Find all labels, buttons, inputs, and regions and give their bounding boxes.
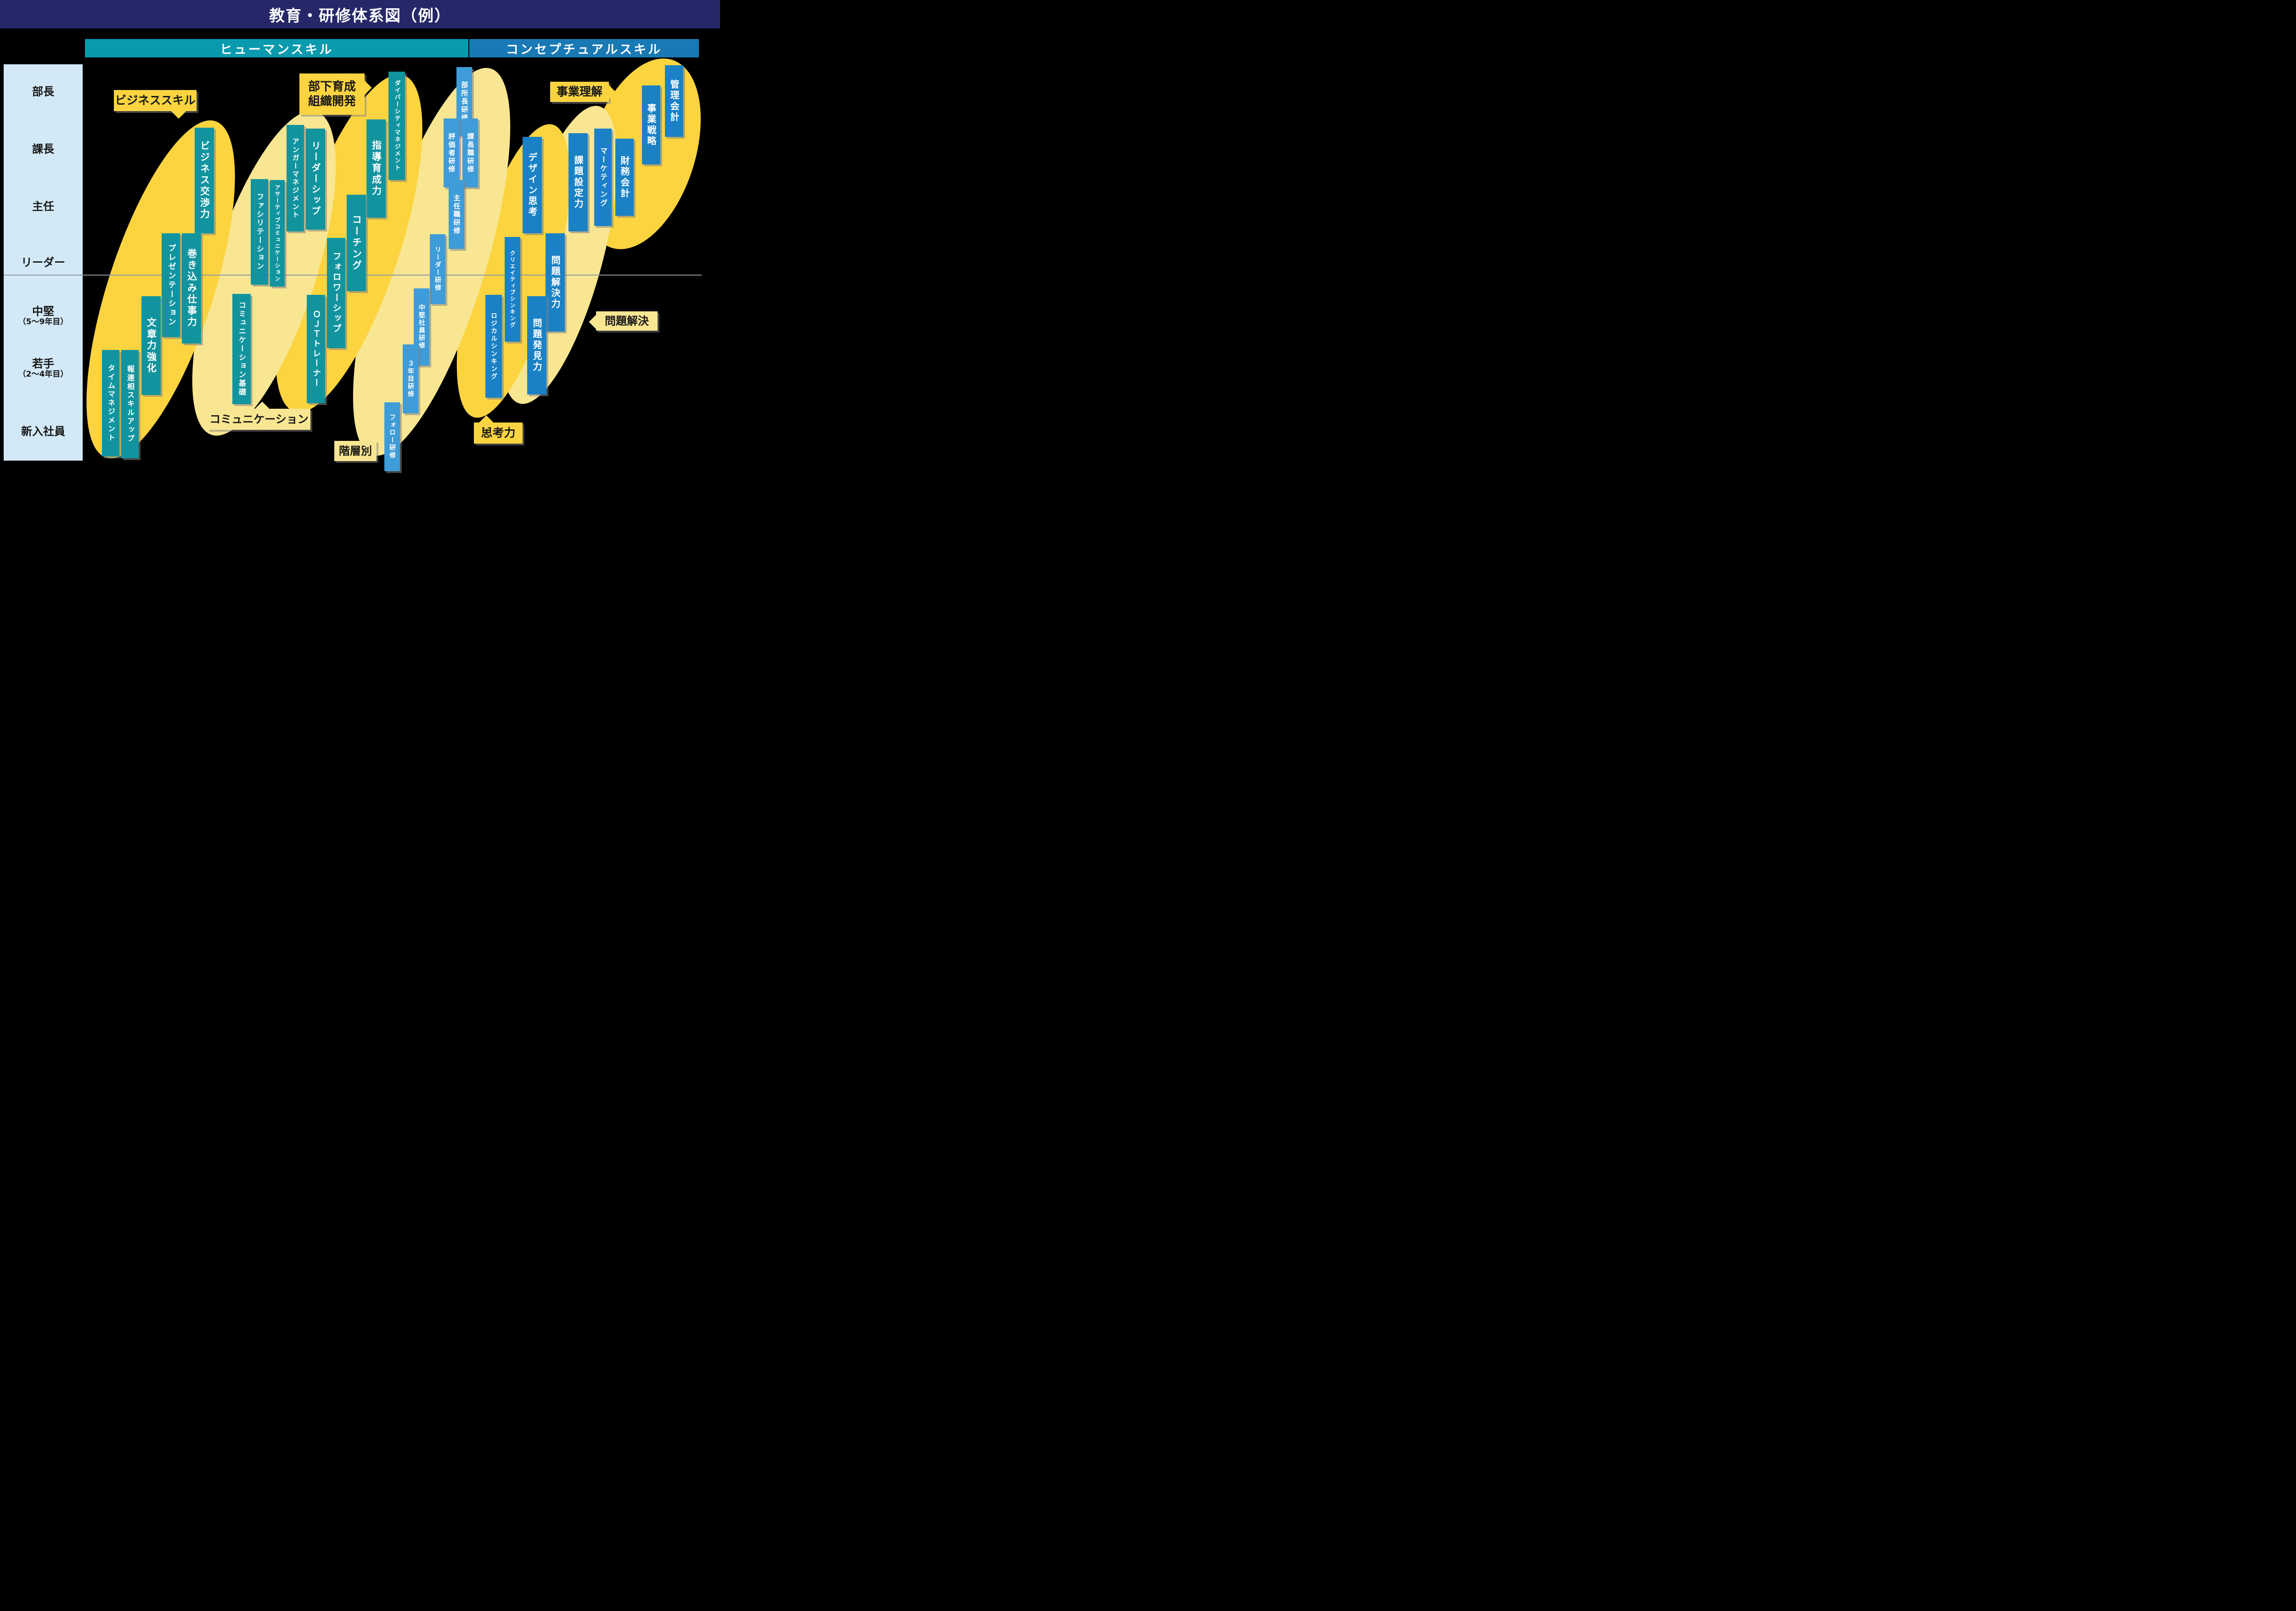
course-box: ＯＪＴトレーナー [307,295,325,403]
title-bar: 教育・研修体系図（例） [0,0,720,28]
course-box: 主任職研修 [449,180,464,249]
thinking-callout: 思考力 [474,415,523,444]
course-box: 財務会計 [615,139,634,216]
sidebar-level: リーダー [21,256,65,269]
course-box: リーダーシップ [306,129,325,230]
sidebar-level: 中堅 （5～9年目） [18,305,68,327]
course-box: ビジネス交渉力 [195,128,214,233]
course-box: 問題発見力 [527,296,546,394]
course-box: 問題解決力 [546,233,565,332]
sidebar-level: 主任 [32,200,54,213]
course-box: 課題設定力 [568,133,588,231]
band-human-skill: ヒューマンスキル [85,39,468,57]
sidebar-level: 課長 [32,142,54,156]
course-box: プレゼンテーション [162,233,180,337]
course-box: フォロワーシップ [327,238,345,348]
course-box: マーケティング [594,129,612,226]
course-box: 報連相スキルアップ [121,350,139,458]
course-box: 文章力強化 [141,296,161,395]
course-box: 管理会計 [665,65,683,137]
course-box: コーチング [347,195,366,291]
chart-area: ビジネス交渉力 巻き込み仕事力 プレゼンテーション 文章力強化 報連相スキルアップ タイム… [0,0,723,474]
course-box: 巻き込み仕事力 [182,233,201,344]
subordinate-development-callout: 部下育成 組織開発 [299,73,372,115]
business-understanding-callout: 事業理解 [550,82,616,102]
course-box: 事業戦略 [642,85,660,164]
band-human-skill-label: ヒューマンスキル [219,42,334,57]
course-box: ファシリテーション [251,179,268,285]
course-box: 中堅社員研修 [414,288,429,366]
communication-callout: コミュニケーション [208,401,310,430]
course-box: 課長職研修 [462,118,478,187]
problem-solving-callout: 問題解決 [589,311,658,331]
sidebar-level: 若手 （2～4年目） [18,357,68,379]
business-skill-callout: ビジネススキル [114,90,197,119]
course-box: フォロー研修 [384,402,400,471]
course-box: リーダー研修 [430,234,445,304]
course-box: タイムマネジメント [102,350,119,456]
course-box: ３年目研修 [403,344,418,413]
course-box: アサーティブコミュニケーション [270,180,285,287]
course-box: ダイバーシティマネジメント [388,72,405,180]
band-conceptual-skill-label: コンセプチュアルスキル [506,42,663,57]
sidebar-level: 新入社員 [21,425,65,438]
course-box: ロジカルシンキング [485,295,502,398]
by-level-callout: 階層別 [334,434,377,461]
page-title: 教育・研修体系図（例） [269,6,451,25]
level-sidebar: 部長課長主任リーダー中堅 （5～9年目） 若手 （2～4年目） 新入社員 [4,64,83,461]
band-conceptual-skill: コンセプチュアルスキル [469,39,699,57]
course-box: アンガーマネジメント [287,125,304,231]
callout-pointer [589,315,603,329]
course-box: コミュニケーション基礎 [232,294,251,404]
sidebar-level: 部長 [32,85,54,98]
course-box: 指導育成力 [366,119,386,218]
course-box: 評価者研修 [444,118,459,187]
course-box: クリエイティブシンキング [505,237,520,342]
course-box: デザイン思考 [523,137,542,233]
